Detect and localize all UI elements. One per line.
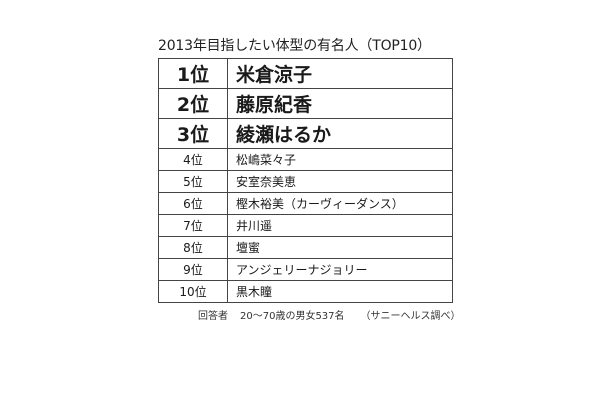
table-row: 9位 アンジェリーナジョリー [158, 258, 453, 281]
name-cell: 米倉涼子 [227, 58, 453, 89]
name-cell: 井川遥 [227, 214, 453, 237]
table-row: 8位 壇蜜 [158, 236, 453, 259]
rank-cell: 3位 [158, 118, 228, 149]
ranking-table: 1位 米倉涼子 2位 藤原紀香 3位 綾瀬はるか 4位 松嶋菜々子 5位 安室奈… [158, 58, 453, 303]
table-row: 10位 黒木瞳 [158, 280, 453, 303]
document-title: 2013年目指したい体型の有名人（TOP10） [158, 38, 431, 54]
source-footnote: 回答者 20～70歳の男女537名 （サニーヘルス調べ） [158, 307, 461, 322]
rank-cell: 9位 [158, 258, 228, 281]
table-row: 5位 安室奈美恵 [158, 170, 453, 193]
rank-cell: 2位 [158, 88, 228, 119]
table-row: 1位 米倉涼子 [158, 58, 453, 89]
rank-cell: 4位 [158, 148, 228, 171]
name-cell: 藤原紀香 [227, 88, 453, 119]
rank-cell: 5位 [158, 170, 228, 193]
rank-cell: 7位 [158, 214, 228, 237]
name-cell: アンジェリーナジョリー [227, 258, 453, 281]
name-cell: 壇蜜 [227, 236, 453, 259]
rank-cell: 8位 [158, 236, 228, 259]
rank-cell: 6位 [158, 192, 228, 215]
name-cell: 黒木瞳 [227, 280, 453, 303]
name-cell: 綾瀬はるか [227, 118, 453, 149]
name-cell: 安室奈美恵 [227, 170, 453, 193]
rank-cell: 10位 [158, 280, 228, 303]
table-row: 7位 井川遥 [158, 214, 453, 237]
table-row: 2位 藤原紀香 [158, 88, 453, 119]
rank-cell: 1位 [158, 58, 228, 89]
footnote-respondents: 20～70歳の男女537名 [240, 311, 345, 322]
footnote-label: 回答者 [198, 311, 228, 322]
table-row: 6位 樫木裕美（カーヴィーダンス） [158, 192, 453, 215]
ranking-document: 2013年目指したい体型の有名人（TOP10） 1位 米倉涼子 2位 藤原紀香 … [158, 36, 461, 322]
name-cell: 松嶋菜々子 [227, 148, 453, 171]
table-row: 3位 綾瀬はるか [158, 118, 453, 149]
name-cell: 樫木裕美（カーヴィーダンス） [227, 192, 453, 215]
table-row: 4位 松嶋菜々子 [158, 148, 453, 171]
footnote-source: （サニーヘルス調べ） [360, 311, 461, 322]
